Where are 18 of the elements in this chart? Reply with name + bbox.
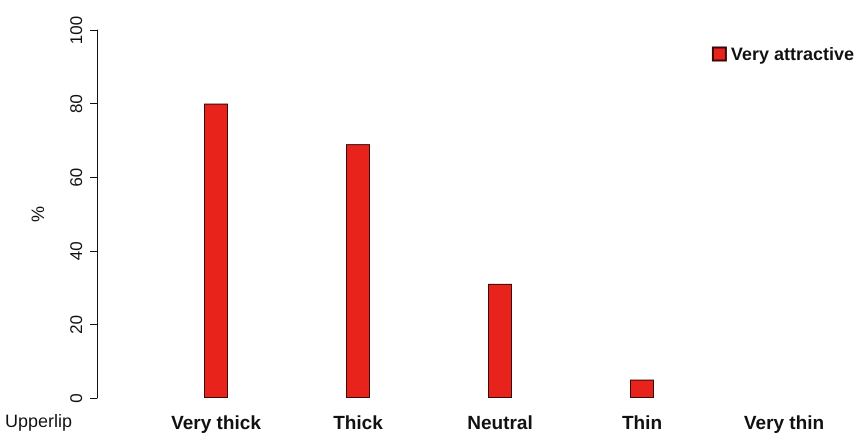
x-tick-label: Thick xyxy=(333,413,384,434)
x-tick-label: Very thick xyxy=(171,413,262,434)
y-tick-label: 100 xyxy=(67,16,86,44)
x-axis-title: Upperlip xyxy=(5,411,72,431)
y-tick-label: 60 xyxy=(67,168,86,187)
legend-label: Very attractive xyxy=(730,44,854,64)
y-tick-label: 80 xyxy=(67,94,86,114)
x-tick-label: Very thin xyxy=(744,413,824,434)
y-axis-title: % xyxy=(28,206,48,222)
y-tick-label: 40 xyxy=(67,241,86,260)
y-tick-label: 20 xyxy=(67,314,86,334)
x-tick-label: Thin xyxy=(622,413,662,434)
y-tick-label: 0 xyxy=(67,393,86,403)
bar xyxy=(630,380,654,398)
bar xyxy=(346,144,370,398)
x-tick-label: Neutral xyxy=(467,413,533,434)
bar xyxy=(204,104,228,398)
bar xyxy=(488,284,512,398)
